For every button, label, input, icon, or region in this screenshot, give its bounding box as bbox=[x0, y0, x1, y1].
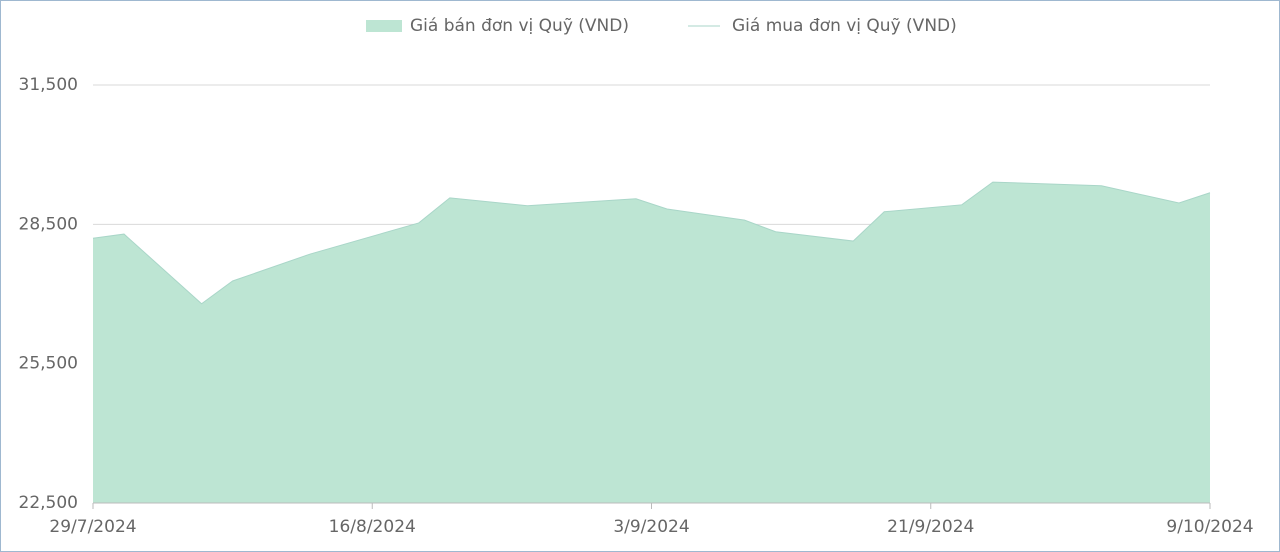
area bbox=[93, 182, 1210, 503]
legend-label: Giá mua đơn vị Quỹ (VND) bbox=[732, 16, 957, 36]
x-tick-label: 29/7/2024 bbox=[49, 517, 136, 537]
legend-label: Giá bán đơn vị Quỹ (VND) bbox=[410, 16, 629, 36]
legend-swatch bbox=[366, 20, 402, 32]
x-tick-label: 3/9/2024 bbox=[613, 517, 689, 537]
line bbox=[92, 181, 1211, 305]
y-tick-label: 25,500 bbox=[19, 354, 78, 374]
y-tick-label: 31,500 bbox=[19, 75, 78, 95]
y-tick-label: 22,500 bbox=[19, 493, 78, 513]
x-tick-label: 16/8/2024 bbox=[329, 517, 416, 537]
y-tick-label: 28,500 bbox=[19, 214, 78, 234]
x-tick-label: 9/10/2024 bbox=[1166, 517, 1253, 537]
x-tick-label: 21/9/2024 bbox=[887, 517, 974, 537]
